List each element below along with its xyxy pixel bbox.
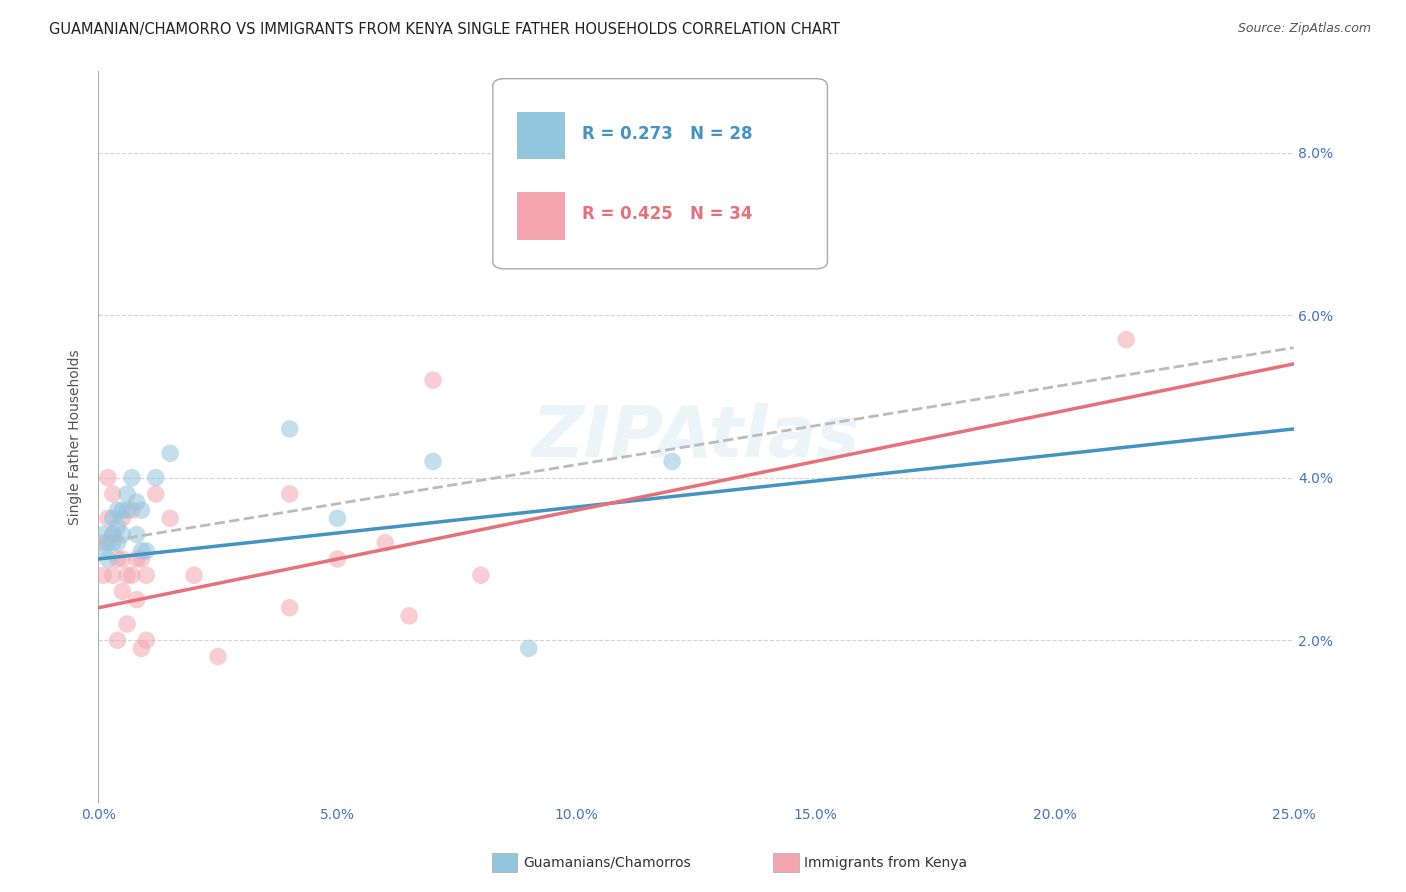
Point xyxy=(135,544,157,558)
Point xyxy=(107,552,129,566)
Point xyxy=(159,446,181,460)
Point xyxy=(115,487,138,501)
Point xyxy=(101,568,124,582)
Point xyxy=(111,584,134,599)
Point xyxy=(97,511,120,525)
FancyBboxPatch shape xyxy=(494,78,828,268)
Point xyxy=(107,503,129,517)
Point xyxy=(101,487,124,501)
Point xyxy=(326,552,349,566)
Point xyxy=(97,552,120,566)
Point xyxy=(135,633,157,648)
Point xyxy=(111,503,134,517)
Point xyxy=(121,503,143,517)
Point xyxy=(91,568,114,582)
Point xyxy=(107,519,129,533)
Point xyxy=(207,649,229,664)
Bar xyxy=(517,192,565,240)
Point xyxy=(661,454,683,468)
Point xyxy=(91,535,114,549)
Point xyxy=(101,527,124,541)
Text: Guamanians/Chamorros: Guamanians/Chamorros xyxy=(523,855,690,870)
Point xyxy=(115,503,138,517)
Point xyxy=(125,592,148,607)
Text: R = 0.425   N = 34: R = 0.425 N = 34 xyxy=(582,205,754,223)
Point xyxy=(398,608,420,623)
Point xyxy=(470,568,492,582)
Point xyxy=(131,503,153,517)
Point xyxy=(131,544,153,558)
Point xyxy=(115,568,138,582)
Point xyxy=(422,454,444,468)
Point xyxy=(115,617,138,632)
Text: Source: ZipAtlas.com: Source: ZipAtlas.com xyxy=(1237,22,1371,36)
Point xyxy=(107,535,129,549)
Point xyxy=(1115,333,1137,347)
Point xyxy=(107,633,129,648)
Point xyxy=(91,527,114,541)
Bar xyxy=(517,112,565,159)
Point xyxy=(159,511,181,525)
Point xyxy=(135,568,157,582)
Point xyxy=(111,552,134,566)
Point xyxy=(97,535,120,549)
Point xyxy=(183,568,205,582)
Point xyxy=(145,471,167,485)
Point xyxy=(517,641,540,656)
Y-axis label: Single Father Households: Single Father Households xyxy=(69,350,83,524)
Point xyxy=(278,422,301,436)
Point xyxy=(131,641,153,656)
Point xyxy=(145,487,167,501)
Point xyxy=(131,552,153,566)
Point xyxy=(278,600,301,615)
Point xyxy=(91,544,114,558)
Text: GUAMANIAN/CHAMORRO VS IMMIGRANTS FROM KENYA SINGLE FATHER HOUSEHOLDS CORRELATION: GUAMANIAN/CHAMORRO VS IMMIGRANTS FROM KE… xyxy=(49,22,841,37)
Point xyxy=(278,487,301,501)
Point xyxy=(101,535,124,549)
Text: Immigrants from Kenya: Immigrants from Kenya xyxy=(804,855,967,870)
Text: R = 0.273   N = 28: R = 0.273 N = 28 xyxy=(582,125,754,143)
Point xyxy=(326,511,349,525)
Point xyxy=(101,511,124,525)
Point xyxy=(111,511,134,525)
Point xyxy=(125,527,148,541)
Point xyxy=(125,495,148,509)
Point xyxy=(121,471,143,485)
Text: ZIPAtlas: ZIPAtlas xyxy=(531,402,860,472)
Point xyxy=(97,471,120,485)
Point xyxy=(422,373,444,387)
Point xyxy=(121,568,143,582)
Point xyxy=(111,527,134,541)
Point xyxy=(125,552,148,566)
Point xyxy=(101,527,124,541)
Point xyxy=(709,194,731,209)
Point xyxy=(374,535,396,549)
